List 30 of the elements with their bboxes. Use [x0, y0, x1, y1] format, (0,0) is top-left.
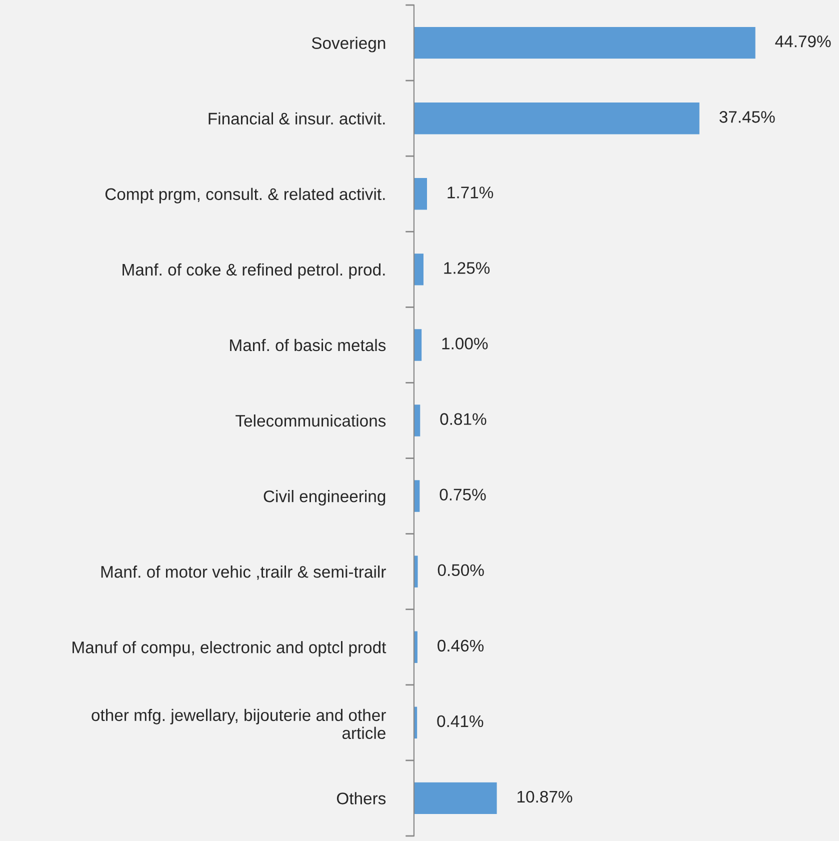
y-tick-label: Civil engineering — [264, 490, 386, 506]
data-label: 0.46% — [438, 640, 484, 652]
y-tick-label: Manf. of coke & refined petrol. prod. — [122, 263, 385, 279]
data-label: 0.41% — [437, 715, 484, 728]
bar — [414, 556, 418, 588]
y-tick-label: other mfg. jewellary, bijouterie and other article — [92, 708, 386, 740]
data-label: 10.87% — [518, 790, 572, 803]
data-label: 0.75% — [440, 488, 486, 501]
y-tick-label: Manuf of compu, electronic and optcl prodt — [72, 641, 386, 657]
y-tick-label: Compt prgm, consult. & related activit. — [105, 188, 385, 204]
bar — [414, 26, 756, 59]
bar — [414, 404, 420, 436]
data-label: 0.81% — [440, 413, 486, 425]
y-tick-label: Telecommunications — [236, 414, 386, 427]
y-tick-label: Financial & insur. activit. — [208, 112, 385, 125]
bar — [414, 178, 427, 210]
bar — [414, 102, 700, 134]
bar — [414, 254, 424, 286]
data-label: 1.71% — [448, 186, 494, 198]
y-tick-label: Soveriegn — [312, 36, 386, 52]
data-label: 37.45% — [719, 111, 775, 123]
y-tick-label: Others — [336, 792, 386, 804]
data-label: 1.25% — [444, 262, 490, 274]
y-tick-label: Manf. of basic metals — [230, 338, 386, 352]
data-label: 1.00% — [442, 338, 488, 350]
y-tick-label: Manf. of motor vehic ,trailr & semi-trailr — [101, 566, 386, 580]
data-label: 0.50% — [438, 564, 484, 576]
bar — [414, 329, 422, 361]
data-label: 44.79% — [775, 35, 831, 48]
bar — [414, 782, 497, 814]
